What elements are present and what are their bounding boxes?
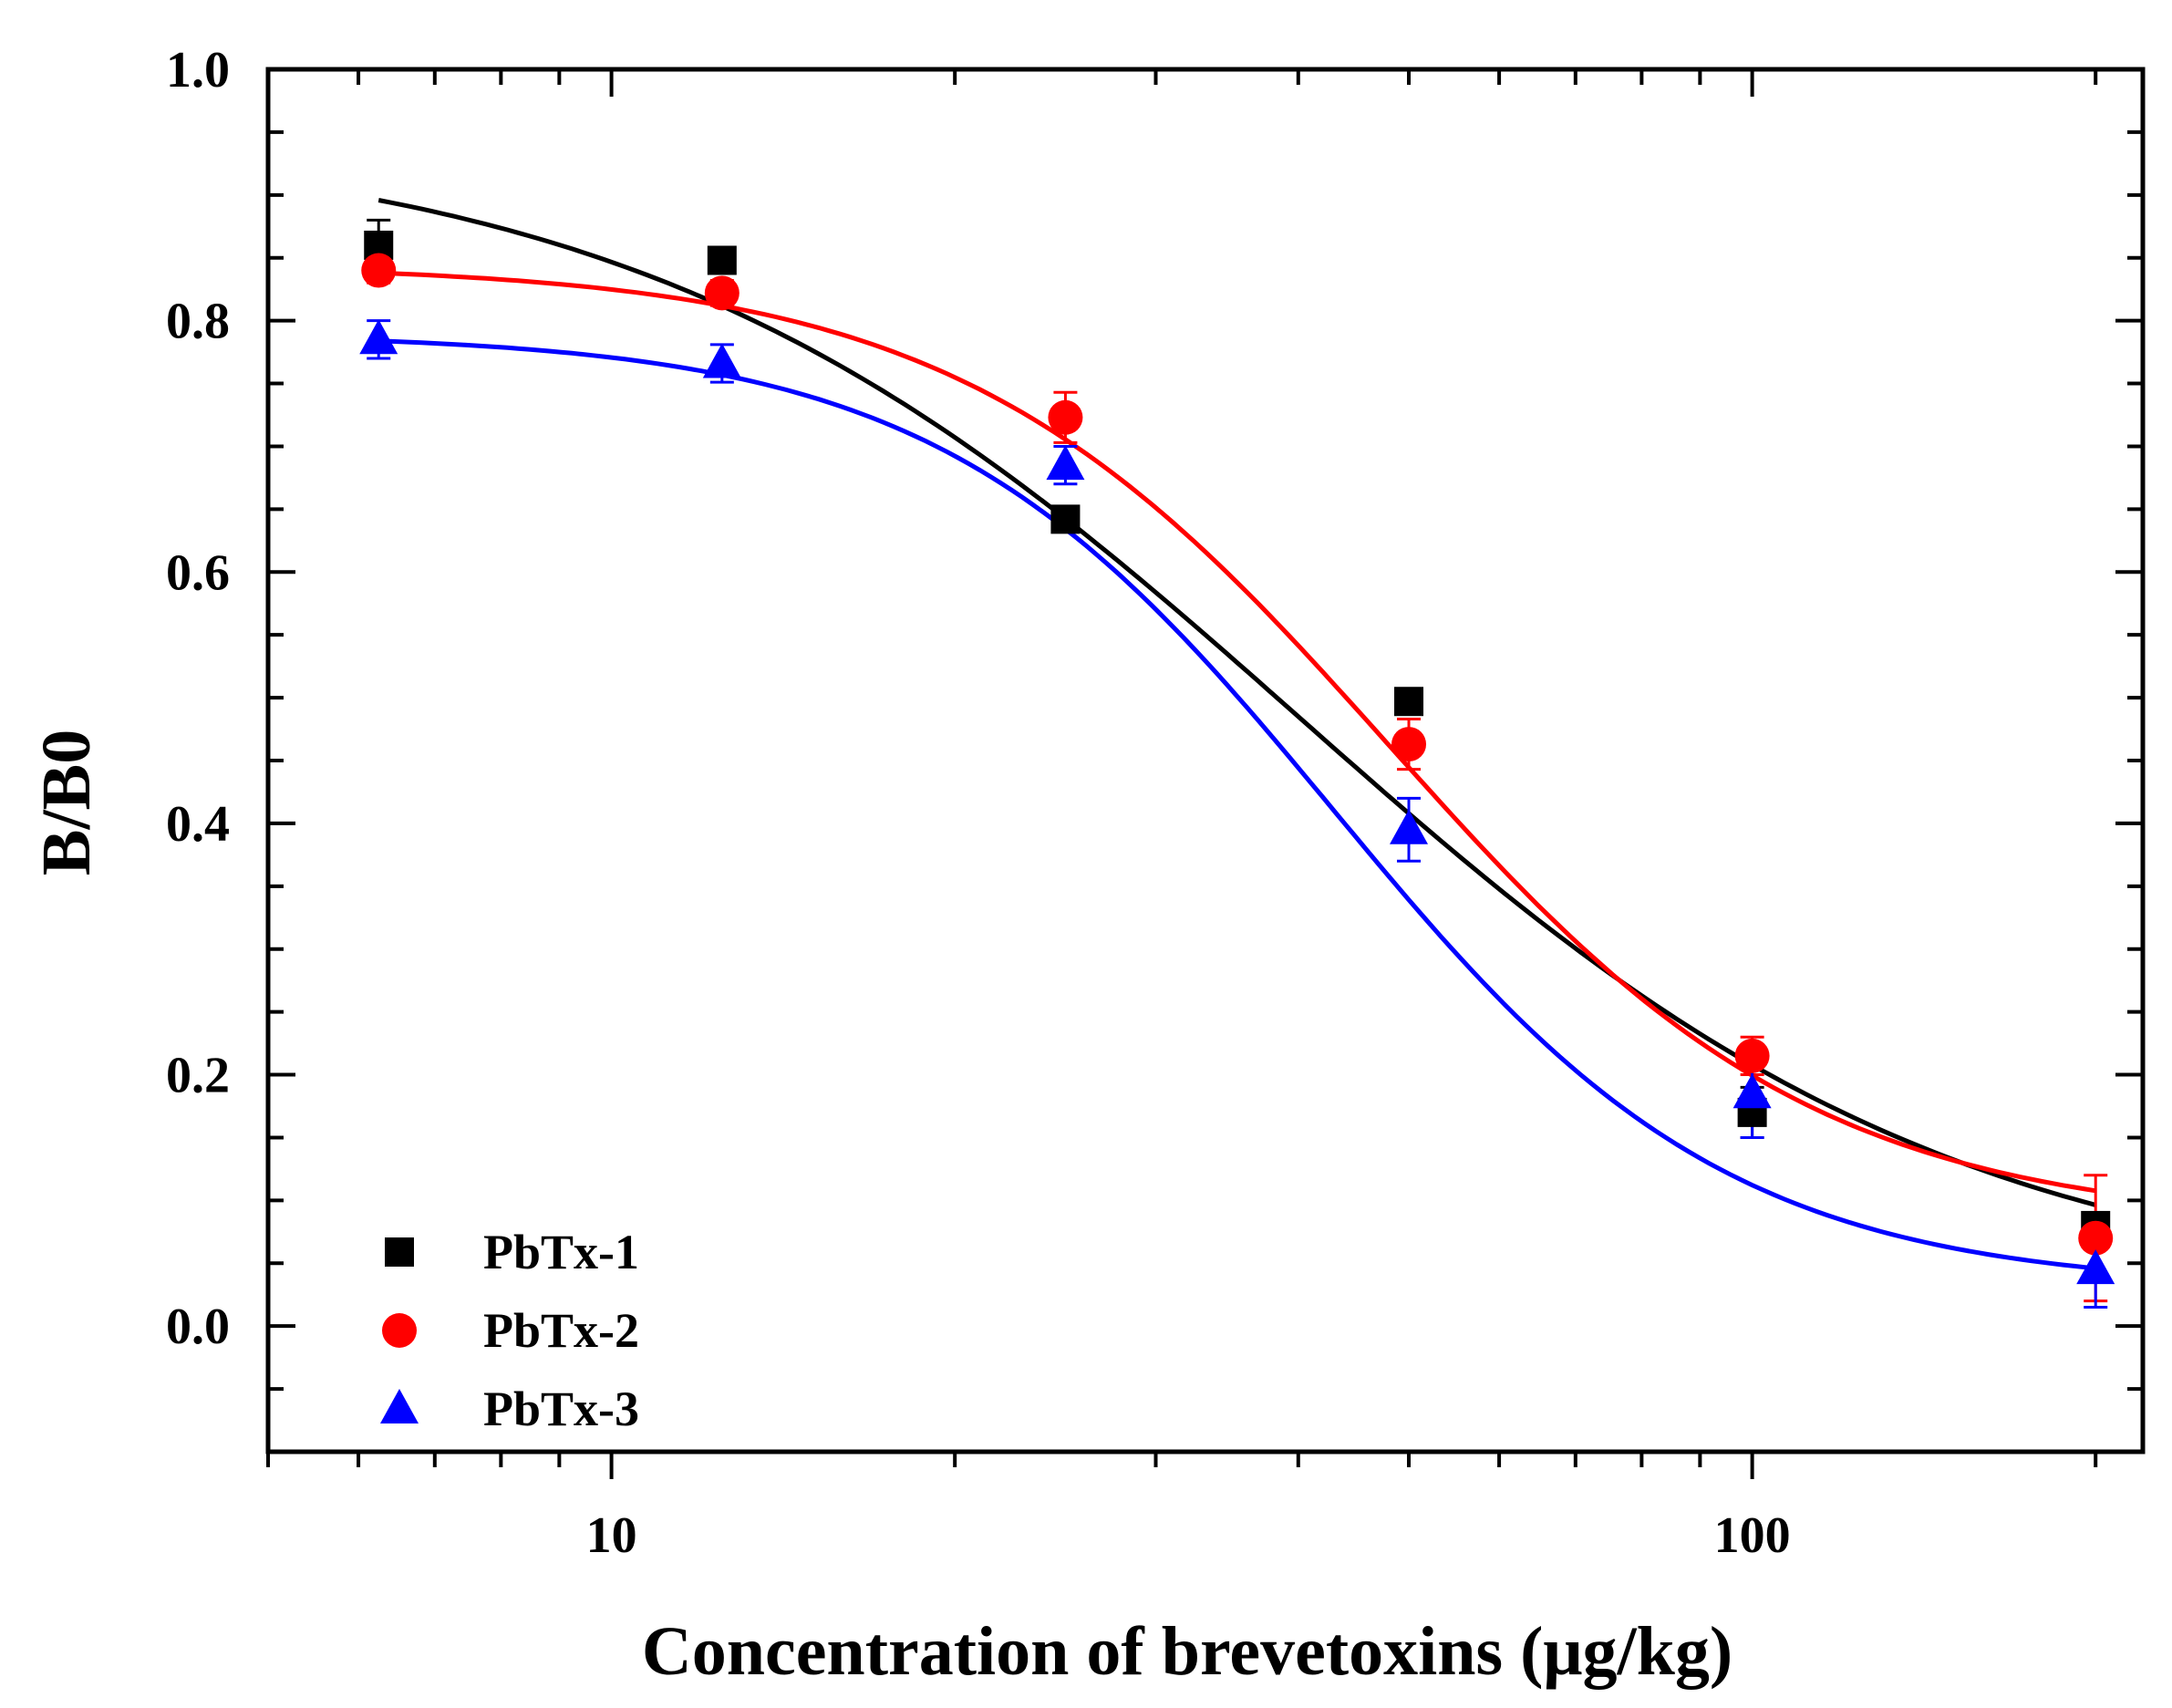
data-point-pbtx-3 [702, 343, 741, 378]
error-bars [367, 218, 2108, 1309]
data-point-pbtx-2 [1734, 1038, 1770, 1073]
data-point-pbtx-3 [2076, 1249, 2115, 1285]
tick-labels: 0.0 0.2 0.4 0.6 0.8 1.0 10 100 [166, 42, 1791, 1564]
data-point-pbtx-2 [361, 253, 397, 288]
y-tick-label: 0.0 [166, 1299, 230, 1355]
data-point-pbtx-2 [1048, 399, 1083, 435]
y-tick-label: 0.2 [166, 1048, 230, 1104]
y-tick-label: 0.4 [166, 796, 230, 853]
x-axis-title: Concentration of brevetoxins (μg/kg) [642, 1613, 1732, 1690]
data-point-pbtx-3 [1046, 445, 1085, 481]
fit-curves [378, 198, 2096, 1271]
legend-marker-pbtx-2 [382, 1313, 417, 1348]
legend-label: PbTx-1 [483, 1225, 639, 1279]
data-point-pbtx-3 [359, 319, 398, 355]
legend-item: PbTx-2 [382, 1303, 639, 1358]
legend-item: PbTx-1 [385, 1225, 639, 1279]
y-axis-title: B/B0 [28, 730, 105, 876]
axis-ticks [266, 67, 2143, 1479]
x-tick-label: 100 [1714, 1507, 1791, 1564]
legend-marker-pbtx-1 [385, 1237, 414, 1267]
fit-curve-pbtx-3 [378, 338, 2096, 1271]
data-point-pbtx-2 [704, 275, 740, 311]
legend-label: PbTx-3 [483, 1382, 639, 1436]
data-point-pbtx-3 [1732, 1073, 1772, 1109]
data-point-pbtx-2 [2078, 1220, 2114, 1256]
y-tick-label: 0.6 [166, 544, 230, 601]
data-point-pbtx-1 [1394, 687, 1424, 717]
fit-curve-pbtx-2 [378, 270, 2096, 1194]
legend-label: PbTx-2 [483, 1303, 639, 1358]
y-tick-label: 1.0 [166, 42, 230, 98]
data-point-pbtx-1 [1050, 504, 1081, 534]
y-tick-label: 0.8 [166, 294, 230, 350]
data-point-pbtx-3 [1390, 809, 1429, 844]
data-point-pbtx-1 [707, 245, 737, 275]
x-tick-label: 10 [586, 1507, 637, 1564]
fit-curve-pbtx-1 [378, 198, 2096, 1207]
legend: PbTx-1 PbTx-2 PbTx-3 [380, 1225, 639, 1436]
legend-item: PbTx-3 [380, 1382, 639, 1436]
data-markers [359, 230, 2115, 1285]
legend-marker-pbtx-3 [380, 1389, 419, 1423]
data-point-pbtx-2 [1391, 727, 1427, 762]
